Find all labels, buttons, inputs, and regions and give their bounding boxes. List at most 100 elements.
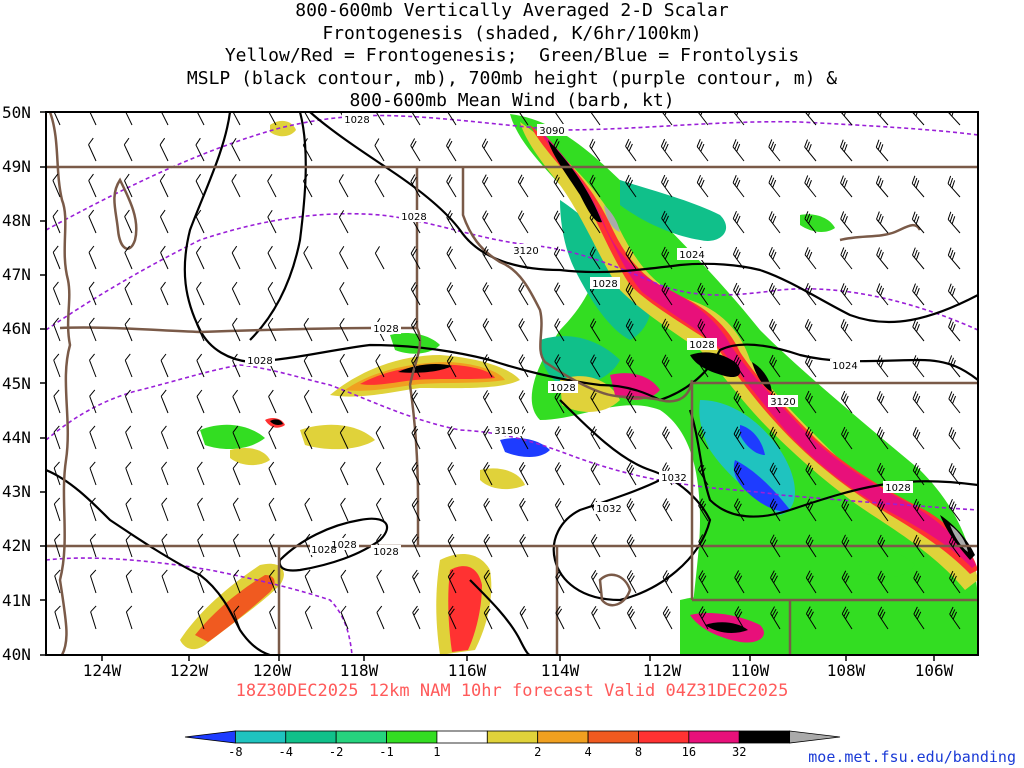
barb-flag <box>877 498 882 507</box>
barb-shaft <box>804 218 817 234</box>
barb-shaft <box>195 252 205 270</box>
colorbar-label: -4 <box>279 745 293 759</box>
barb-flag <box>880 539 886 548</box>
source-url[interactable]: moe.met.fsu.edu/banding <box>808 748 1016 766</box>
colorbar-swatch <box>335 730 387 744</box>
barb-flag <box>196 317 202 325</box>
wind-barb <box>876 211 889 234</box>
barb-flag <box>520 464 526 473</box>
barb-flag <box>589 246 595 255</box>
frontogenesis-area <box>270 120 296 137</box>
barb-shaft <box>231 252 241 270</box>
barb-shaft <box>124 396 133 414</box>
barb-flag <box>807 572 813 581</box>
wind-barb <box>911 175 925 198</box>
wind-barb <box>124 173 133 198</box>
barb-shaft <box>54 575 61 594</box>
barb-flag <box>481 138 487 147</box>
barb-shaft <box>231 144 241 162</box>
barb-shaft <box>195 216 205 234</box>
wind-barb <box>769 462 781 486</box>
barb-flag <box>700 179 705 188</box>
barb-shaft <box>840 290 853 306</box>
barb-shaft <box>268 432 277 450</box>
wind-barb <box>231 137 241 162</box>
barb-flag <box>769 318 774 327</box>
colorbar-label: 2 <box>534 745 541 759</box>
wind-barb <box>195 137 205 162</box>
barb-flag <box>880 359 885 368</box>
barb-flag <box>267 245 273 254</box>
barb-flag <box>160 425 167 433</box>
wind-barb <box>769 318 781 342</box>
barb-flag <box>840 319 845 327</box>
wind-barb <box>840 319 853 342</box>
wind-barb <box>876 283 889 306</box>
barb-flag <box>304 569 311 577</box>
barb-shaft <box>376 612 385 630</box>
wind-barb <box>124 389 133 414</box>
barb-flag <box>876 283 881 292</box>
barb-shaft <box>697 289 709 306</box>
barb-flag <box>806 177 811 186</box>
barb-flag <box>412 428 419 436</box>
barb-flag <box>555 605 561 614</box>
barb-flag <box>768 139 773 148</box>
barb-flag <box>773 611 779 619</box>
barb-flag <box>951 180 956 189</box>
colorbar-label: 8 <box>635 745 642 759</box>
barb-flag <box>737 503 742 512</box>
barb-flag <box>303 245 309 254</box>
barb-flag <box>591 570 597 578</box>
wind-barb <box>912 283 925 306</box>
barb-flag <box>948 355 953 364</box>
barb-flag <box>628 251 634 260</box>
barb-flag <box>484 464 490 472</box>
barb-flag <box>196 281 202 289</box>
barb-shaft <box>302 145 313 162</box>
mslp-contour <box>469 579 531 655</box>
barb-flag <box>773 503 778 512</box>
barb-shaft <box>160 288 169 306</box>
wind-barb <box>626 570 637 594</box>
barb-flag <box>410 174 416 182</box>
barb-flag <box>948 391 953 400</box>
barb-flag <box>770 321 776 330</box>
barb-flag <box>808 503 814 512</box>
wind-barb <box>482 318 493 342</box>
svg-text:1028: 1028 <box>344 115 369 126</box>
barb-flag <box>916 467 921 476</box>
barb-flag <box>912 427 917 435</box>
barb-flag <box>591 177 596 185</box>
barb-shaft <box>410 145 421 162</box>
barb-flag <box>517 210 523 219</box>
barb-flag <box>844 251 849 260</box>
barb-flag <box>448 320 454 329</box>
barb-flag <box>339 425 346 434</box>
barb-flag <box>591 392 597 401</box>
barb-shaft <box>339 360 349 378</box>
barb-flag <box>556 464 562 473</box>
barb-shaft <box>806 613 817 630</box>
wind-barb <box>947 175 961 198</box>
wind-barb <box>52 112 61 126</box>
barb-flag <box>230 102 238 109</box>
barb-flag <box>701 467 706 476</box>
barb-shaft <box>231 288 241 306</box>
barb-flag <box>661 282 666 291</box>
lat-label: 50N <box>2 103 31 122</box>
barb-flag <box>664 251 670 260</box>
barb-flag <box>840 283 845 291</box>
barb-shaft <box>947 254 961 270</box>
barb-flag <box>663 321 668 329</box>
barb-flag <box>160 281 166 289</box>
wind-barb <box>161 533 169 558</box>
barb-shaft <box>232 396 241 414</box>
barb-flag <box>879 180 884 188</box>
svg-text:1028: 1028 <box>689 340 714 351</box>
wind-barb <box>483 605 493 630</box>
wind-barb <box>589 210 601 234</box>
frontolysis-area <box>699 400 795 515</box>
barb-flag <box>556 428 562 437</box>
wind-barb <box>734 606 745 630</box>
